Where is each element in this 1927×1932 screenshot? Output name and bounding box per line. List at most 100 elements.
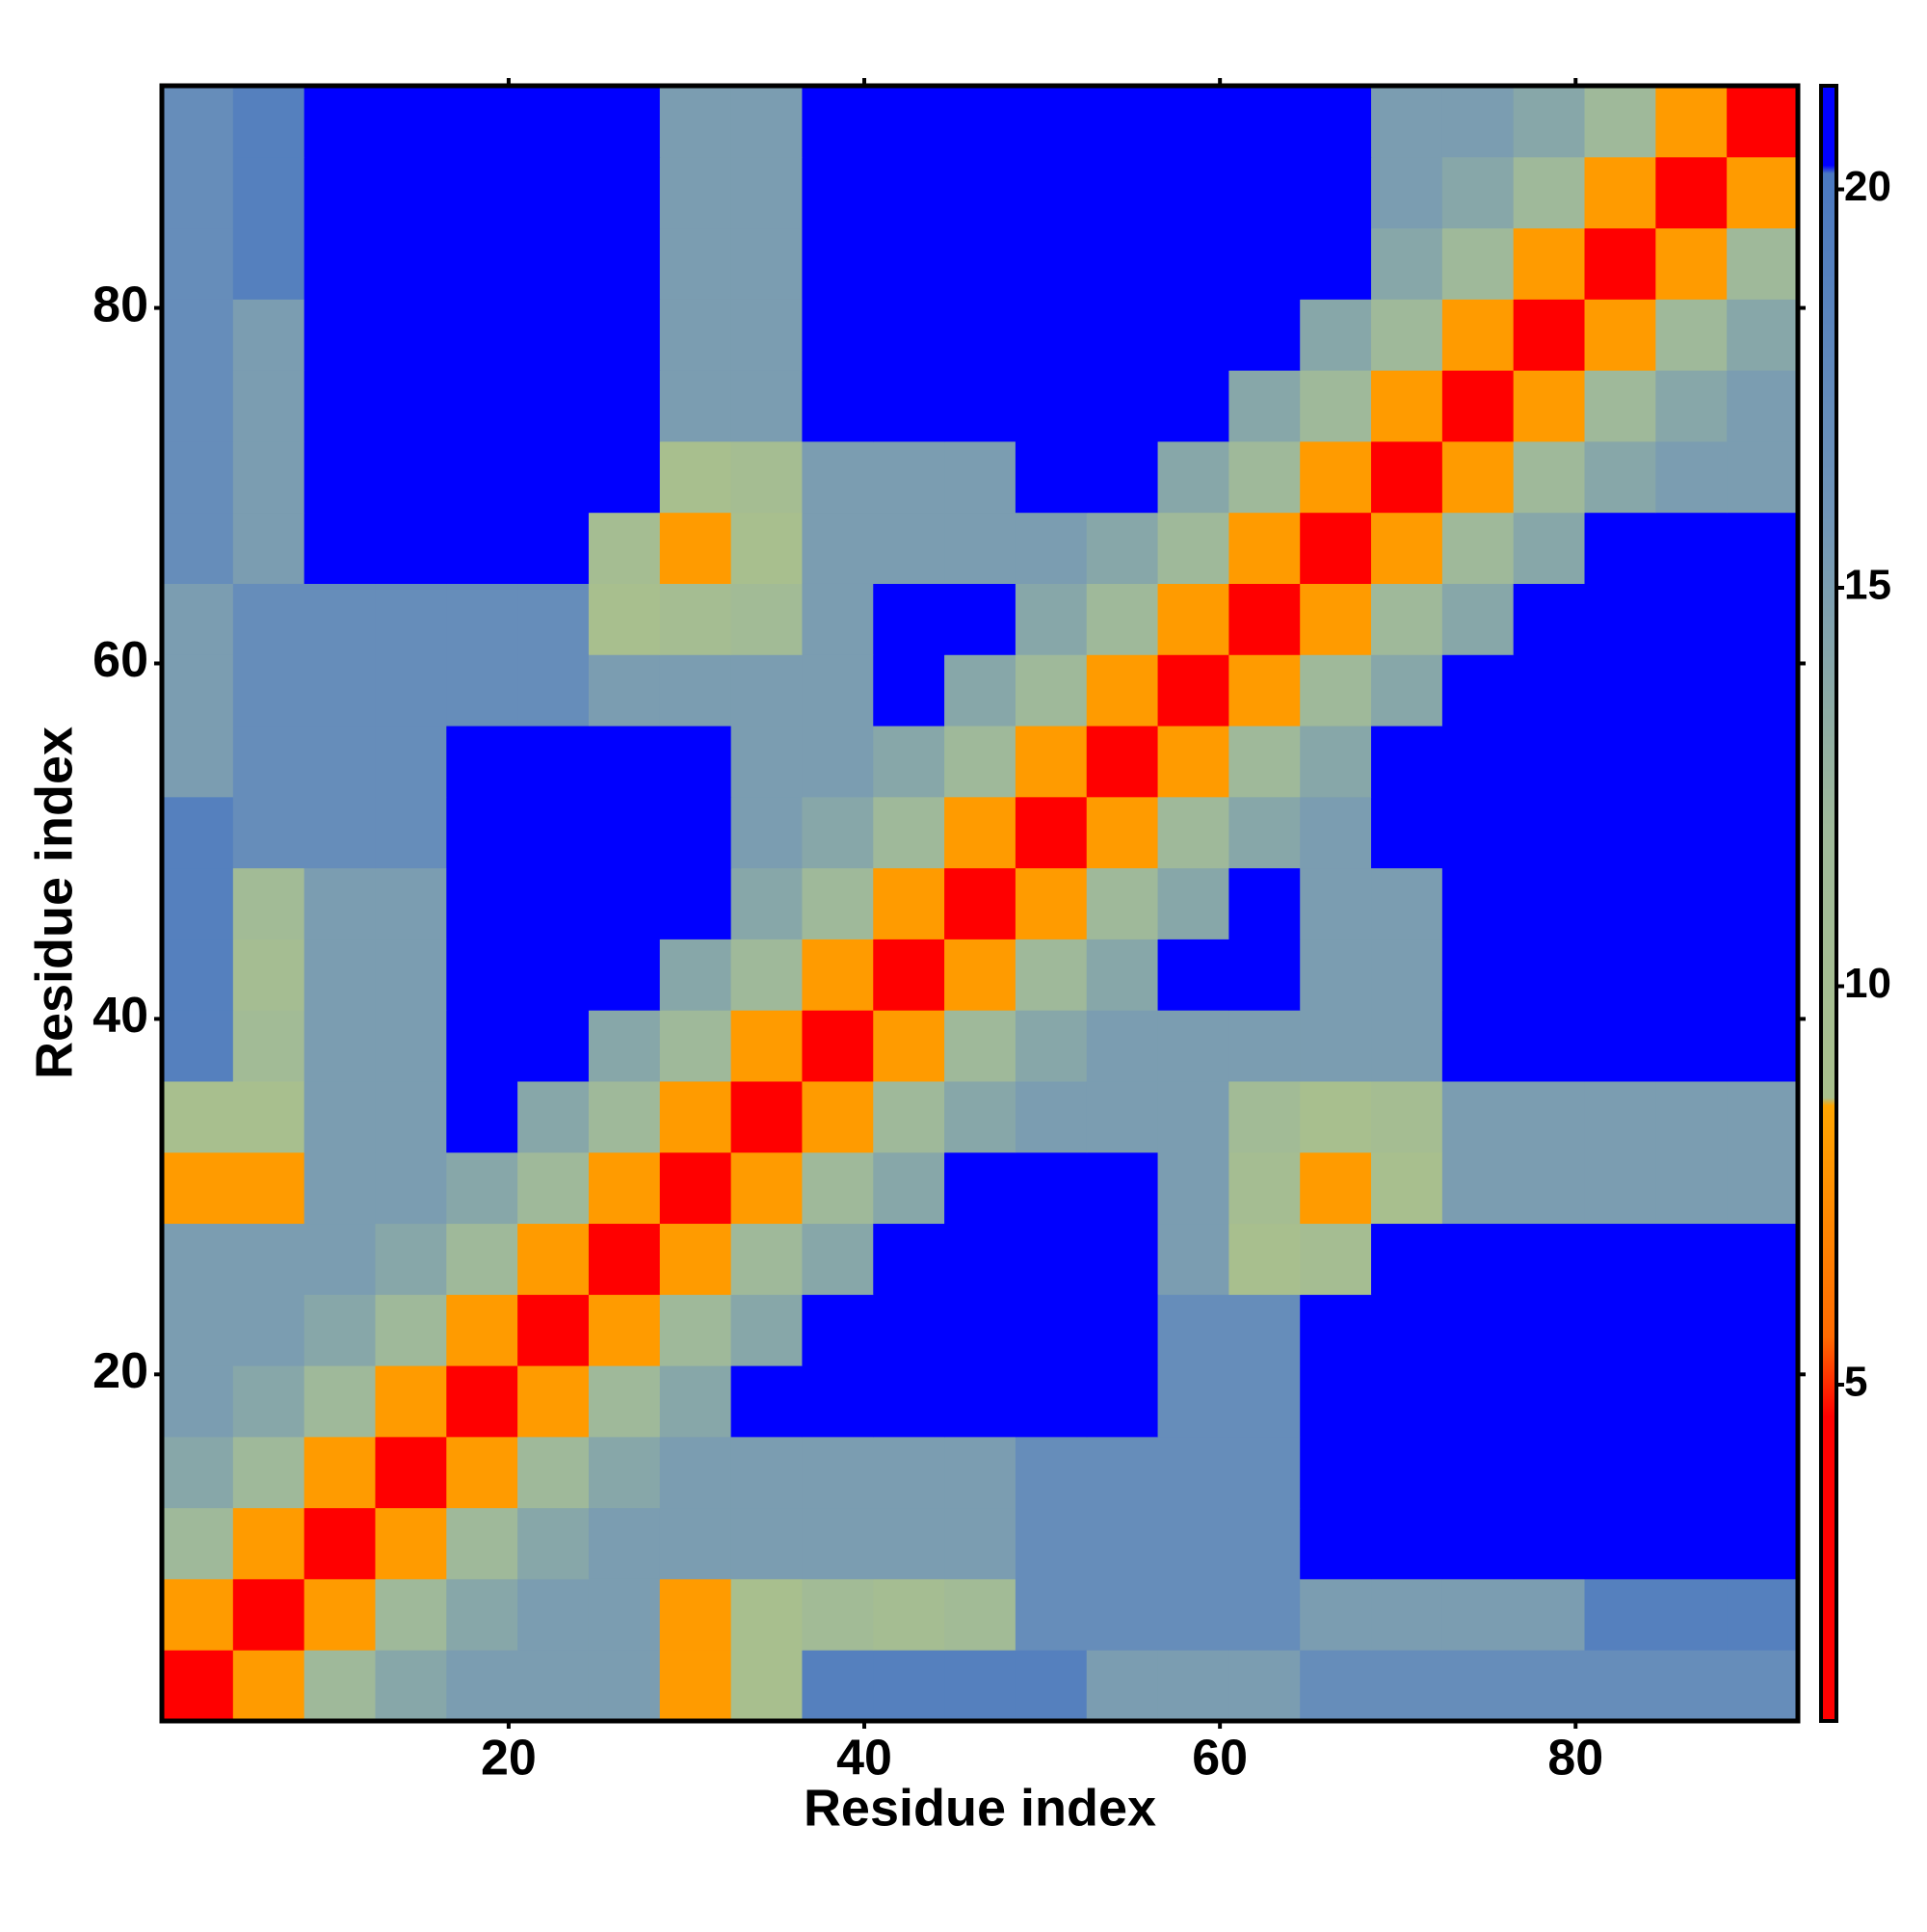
heatmap-cell [1441, 726, 1515, 798]
heatmap-cell [375, 1080, 447, 1153]
heatmap-cell [1371, 726, 1443, 798]
heatmap-cell [1727, 512, 1799, 584]
heatmap-cell [1086, 1365, 1159, 1438]
heatmap-cell [1015, 1578, 1088, 1651]
heatmap-cell [944, 512, 1016, 584]
heatmap-cell [1157, 1436, 1229, 1509]
heatmap-cell [1015, 440, 1088, 514]
heatmap-cell [1015, 796, 1088, 869]
heatmap-cell [802, 1294, 874, 1366]
heatmap-cell [802, 1507, 874, 1579]
heatmap-cell [1300, 1365, 1372, 1438]
heatmap-cell [802, 1151, 874, 1225]
heatmap-cell [1086, 867, 1159, 940]
heatmap-cell [1727, 939, 1799, 1011]
heatmap-cell [1371, 939, 1443, 1011]
heatmap-cell [1228, 1578, 1301, 1651]
heatmap-cell [375, 1578, 447, 1651]
heatmap-cell [1513, 1365, 1586, 1438]
heatmap-cell [162, 1578, 234, 1651]
heatmap-cell [1655, 1010, 1728, 1082]
heatmap-cell [1015, 1010, 1088, 1082]
heatmap-cell [232, 1507, 305, 1579]
heatmap-cell [1371, 1151, 1443, 1225]
y-tick-label: 20 [92, 1343, 148, 1399]
heatmap-cell [944, 1365, 1016, 1438]
heatmap-cell [944, 1578, 1016, 1651]
heatmap-cell [1371, 440, 1443, 514]
heatmap-cell [873, 1650, 945, 1722]
heatmap-cell [162, 583, 234, 655]
heatmap-cell [944, 583, 1016, 655]
heatmap-cell [1157, 939, 1229, 1011]
heatmap-cell [1584, 1578, 1656, 1651]
heatmap-cell [1584, 654, 1656, 727]
heatmap-cell [1086, 440, 1159, 514]
heatmap-cell [1727, 867, 1799, 940]
heatmap-cell [1300, 440, 1372, 514]
heatmap-cell [730, 1294, 803, 1366]
heatmap-cell [517, 440, 590, 514]
heatmap-cell [1513, 796, 1586, 869]
heatmap-cell [1015, 1223, 1088, 1295]
heatmap-cell [1015, 227, 1088, 300]
heatmap-cell [1513, 86, 1586, 158]
heatmap-cell [659, 1294, 732, 1366]
colorbar-tick-label: 15 [1844, 562, 1891, 609]
heatmap-cell [1584, 1223, 1656, 1295]
heatmap-cell [1371, 1578, 1443, 1651]
heatmap-cell [1015, 86, 1088, 158]
heatmap-cell [944, 156, 1016, 229]
heatmap-cell [517, 1294, 590, 1366]
heatmap-cell [730, 299, 803, 371]
colorbar-tick-label: 10 [1844, 960, 1891, 1007]
heatmap-cell [1441, 1507, 1515, 1579]
heatmap-cell [588, 867, 661, 940]
heatmap-cell [944, 867, 1016, 940]
heatmap-cell [232, 227, 305, 300]
heatmap-cell [1015, 867, 1088, 940]
y-tick-label: 40 [92, 988, 148, 1044]
heatmap-cell [944, 726, 1016, 798]
heatmap-cell [375, 1151, 447, 1225]
heatmap-cell [517, 583, 590, 655]
heatmap-cell [1228, 939, 1301, 1011]
heatmap-cell [446, 370, 518, 442]
heatmap-cell [1513, 227, 1586, 300]
heatmap-cell [1727, 370, 1799, 442]
heatmap-cell [1228, 1294, 1301, 1366]
heatmap-cell [304, 796, 376, 869]
heatmap-cell [375, 1365, 447, 1438]
heatmap-cell [1655, 654, 1728, 727]
heatmap-cell [1371, 1507, 1443, 1579]
heatmap-cell [375, 939, 447, 1011]
heatmap-cell [944, 1010, 1016, 1082]
heatmap-cell [1157, 726, 1229, 798]
heatmap-cell [1584, 440, 1656, 514]
heatmap-cell [446, 440, 518, 514]
heatmap-cell [1300, 370, 1372, 442]
heatmap-cell [162, 440, 234, 514]
heatmap-cell [1655, 867, 1728, 940]
heatmap-cell [232, 1080, 305, 1153]
heatmap-cell [1086, 796, 1159, 869]
heatmap-cell [659, 1010, 732, 1082]
colorbar-tick-label: 20 [1844, 163, 1891, 210]
heatmap-cell [1086, 1578, 1159, 1651]
heatmap-cell [304, 1650, 376, 1722]
heatmap-cell [802, 939, 874, 1011]
heatmap-cell [304, 1080, 376, 1153]
heatmap-cell [162, 86, 234, 158]
heatmap-cell [162, 867, 234, 940]
heatmap-cell [1157, 1365, 1229, 1438]
heatmap-cell [232, 156, 305, 229]
heatmap-cell [1157, 654, 1229, 727]
heatmap-cell [446, 1650, 518, 1722]
heatmap-cell [162, 370, 234, 442]
heatmap-cell [1655, 370, 1728, 442]
heatmap-cell [1727, 1436, 1799, 1509]
heatmap-cell [1157, 512, 1229, 584]
heatmap-cell [232, 1578, 305, 1651]
heatmap-cell [446, 583, 518, 655]
heatmap-cell [944, 796, 1016, 869]
